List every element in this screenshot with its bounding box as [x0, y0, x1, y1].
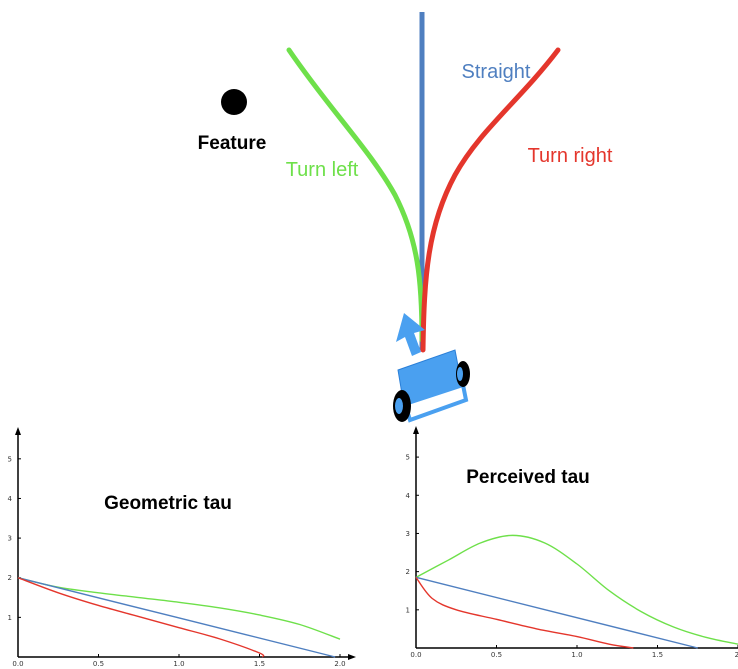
straight-label: Straight	[462, 61, 531, 83]
x-tick-label: 1.5	[254, 660, 265, 668]
x-tick-label: 2.0	[334, 660, 345, 668]
series-line-1	[415, 576, 698, 649]
x-tick-label: 0.5	[491, 651, 502, 659]
perceived-tau-chart: Perceived tau 0.0 0.5 1.0 1.5 2. 1 2 3 4 5	[406, 426, 738, 659]
series-line-0	[415, 534, 738, 645]
y-tick-label: 3	[8, 535, 12, 543]
turn-left-path	[286, 47, 425, 343]
y-axis-arrow-icon	[413, 426, 419, 434]
y-tick-label: 4	[406, 492, 411, 500]
y-tick-label: 4	[8, 495, 13, 503]
turn-right-label: Turn right	[528, 145, 613, 167]
feature-label: Feature	[198, 133, 267, 154]
turn-right-path	[420, 47, 561, 353]
y-tick-label: 1	[8, 614, 12, 622]
series-line-2	[415, 576, 634, 649]
series-line-2	[17, 577, 265, 658]
x-tick-label: 0.5	[93, 660, 104, 668]
chart-title: Perceived tau	[466, 467, 590, 488]
series-line-0	[17, 577, 341, 640]
trajectory-diagram: Feature Straight Turn left Turn right	[198, 12, 613, 423]
y-tick-label: 1	[406, 606, 410, 614]
y-tick-label: 5	[406, 454, 410, 462]
x-tick-label: 0.0	[410, 651, 421, 659]
y-axis-arrow-icon	[15, 427, 21, 435]
feature-marker	[221, 89, 247, 115]
chart-title: Geometric tau	[104, 493, 232, 514]
x-axis-arrow-icon	[348, 654, 356, 660]
heading-arrow-icon	[396, 313, 425, 356]
x-tick-label: 1.5	[652, 651, 663, 659]
turn-left-label: Turn left	[286, 159, 359, 181]
y-tick-label: 5	[8, 455, 12, 463]
series-line-1	[17, 577, 336, 658]
y-tick-label: 3	[406, 530, 410, 538]
y-tick-label: 2	[406, 568, 410, 576]
x-tick-label: 0.0	[12, 660, 23, 668]
x-tick-label: 2.	[735, 651, 738, 659]
x-tick-label: 1.0	[173, 660, 184, 668]
x-tick-label: 1.0	[571, 651, 582, 659]
geometric-tau-chart: Geometric tau 0.0 0.5 1.0 1.5 2.0 1 2 3 4 5	[8, 427, 356, 668]
y-tick-label: 2	[8, 574, 12, 582]
robot-icon	[393, 313, 470, 423]
